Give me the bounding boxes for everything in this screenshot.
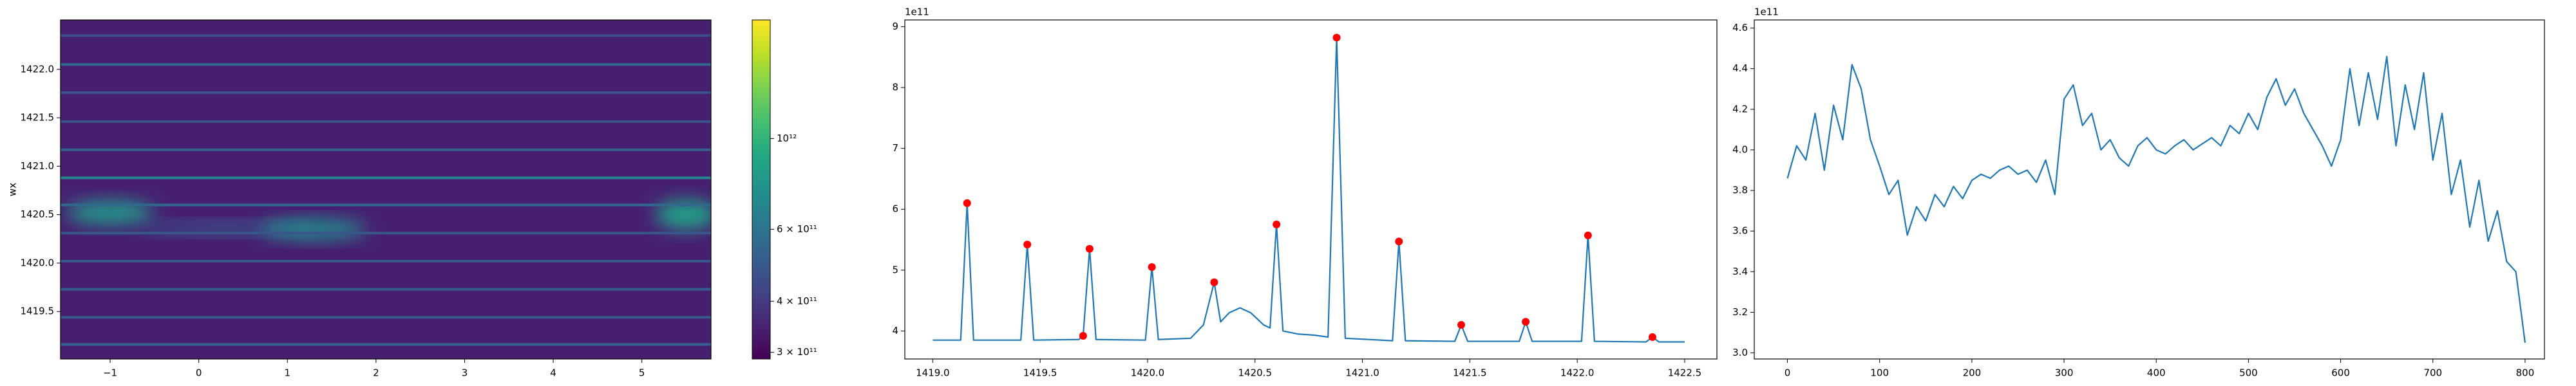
x-tick-label: 1422.0 (1560, 367, 1595, 379)
x-tick-label: 1421.0 (1345, 367, 1379, 379)
peak-marker (1085, 244, 1094, 253)
x-tick-label: 1420.0 (1131, 367, 1165, 379)
y-tick-label: 3.4 (1732, 266, 1748, 277)
heatmap-row (61, 316, 711, 319)
y-tick-label: 4.0 (1732, 143, 1748, 155)
y-offset-label: 1e11 (1754, 6, 1779, 18)
colorbar-tick-label: 4 × 10¹¹ (777, 295, 817, 307)
x-tick-label: 800 (2516, 367, 2535, 379)
heatmap-row (61, 148, 711, 151)
colorbar-tick-label: 10¹² (777, 133, 797, 144)
y-tick-label: 9 (892, 21, 898, 32)
x-tick-label: 600 (2331, 367, 2350, 379)
heatmap-blob (655, 200, 711, 230)
heatmap-row (61, 176, 711, 179)
heatmap-row (61, 232, 711, 235)
y-tick-label: 4 (892, 325, 898, 336)
x-tick-label: 4 (550, 367, 556, 379)
x-tick-label: 700 (2423, 367, 2442, 379)
axes-frame (1754, 19, 2545, 360)
y-axis-label: wx (7, 183, 19, 196)
y-tick-label: 4.2 (1732, 103, 1748, 115)
peak-marker (1648, 333, 1656, 341)
x-tick-label: 1422.5 (1668, 367, 1702, 379)
x-tick-label: 2 (373, 367, 379, 379)
heatmap (61, 20, 711, 359)
y-offset-label: 1e11 (905, 6, 929, 18)
axes: 1419.0 1419.5 1420.0 1420.5 1421.0 1421.5 1422… (892, 6, 1718, 379)
x-tick-label: 1419.0 (916, 367, 950, 379)
y-tick-label: 4.6 (1732, 22, 1748, 33)
line-series (1786, 55, 2526, 343)
peak-marker (1148, 263, 1156, 271)
y-tick-label: 1422.0 (21, 63, 55, 75)
colorbar-tick-label: 6 × 10¹¹ (777, 223, 817, 235)
heatmap-background (61, 20, 711, 359)
x-tick-label: −1 (103, 367, 117, 379)
peak-marker (1457, 321, 1466, 329)
heatmap-blob (260, 219, 368, 239)
heatmap-row (61, 343, 711, 346)
heatmap-row (61, 259, 711, 262)
x-tick-label: 0 (196, 367, 202, 379)
peak-marker (963, 199, 971, 207)
peak-marker (1584, 231, 1592, 239)
heatmap-row (61, 34, 711, 37)
heatmap-blob (66, 201, 155, 225)
y-tick-label: 4.4 (1732, 62, 1748, 74)
x-tick-label: 100 (1870, 367, 1889, 379)
peak-marker (1210, 278, 1218, 286)
y-tick-label: 1421.0 (21, 160, 55, 172)
heatmap-row (61, 63, 711, 66)
x-tick-label: 3 (462, 367, 468, 379)
peak-marker (1395, 237, 1403, 246)
y-tick-label: 5 (892, 264, 898, 275)
peak-marker (1079, 332, 1087, 340)
y-tick-label: 6 (892, 203, 898, 215)
x-tick-label: 0 (1785, 367, 1791, 379)
x-tick-label: 5 (639, 367, 645, 379)
heatmap-row (61, 120, 711, 124)
axes: 0 100 200 300 400 500 600 700 800 3.0 3.2 3.4 3.6 3.8… (1732, 6, 2545, 379)
y-tick-label: 1420.5 (21, 208, 55, 220)
peak-marker (1522, 318, 1530, 326)
heatmap-row (61, 288, 711, 291)
x-tick-label: 1420.5 (1238, 367, 1273, 379)
x-tick-label: 500 (2239, 367, 2258, 379)
y-tick-label: 1421.5 (21, 112, 55, 124)
x-tick-label: 300 (2055, 367, 2074, 379)
colorbar-tick-label: 3 × 10¹¹ (777, 346, 817, 358)
x-tick-label: 1 (284, 367, 290, 379)
axes-frame (904, 19, 1718, 360)
x-tick-label: 1419.5 (1023, 367, 1057, 379)
x-tick-label: 200 (1963, 367, 1982, 379)
heatmap-row (61, 91, 711, 94)
peak-marker (1332, 33, 1341, 42)
peak-marker (1273, 220, 1281, 228)
x-tick-label: 1421.5 (1453, 367, 1487, 379)
y-tick-label: 1420.0 (21, 257, 55, 268)
y-tick-label: 3.0 (1732, 347, 1748, 358)
y-tick-label: 3.2 (1732, 306, 1748, 318)
line-series (933, 37, 1685, 343)
y-tick-label: 7 (892, 142, 898, 154)
y-tick-label: 1419.5 (21, 306, 55, 317)
heatmap-row (61, 203, 711, 207)
colorbar (752, 19, 771, 360)
x-tick-label: 400 (2147, 367, 2166, 379)
axes: 3 × 10¹¹ 4 × 10¹¹ 6 × 10¹¹ 10¹² −1 0 1 2 3 4 5 1419… (7, 19, 817, 379)
peak-marker (1023, 241, 1032, 249)
y-tick-label: 3.8 (1732, 185, 1748, 196)
y-tick-label: 8 (892, 82, 898, 93)
axes-frame (60, 19, 712, 360)
y-tick-label: 3.6 (1732, 225, 1748, 237)
